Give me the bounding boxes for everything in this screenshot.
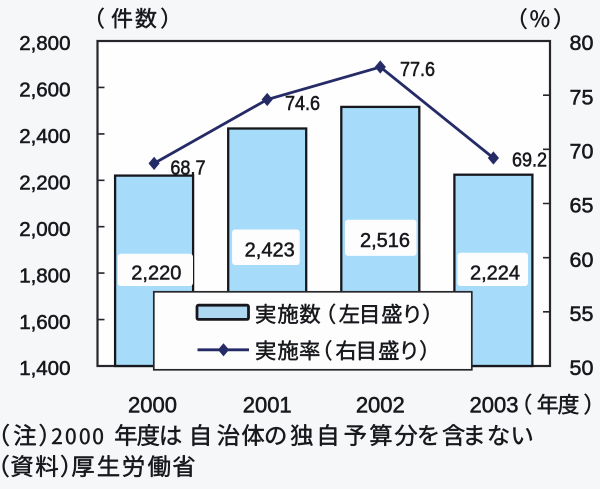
svg-text:65: 65 — [570, 194, 594, 218]
svg-text:2003: 2003 — [470, 393, 519, 418]
svg-text:50: 50 — [570, 356, 594, 380]
svg-text:2,423: 2,423 — [245, 239, 295, 261]
svg-text:2,220: 2,220 — [131, 262, 181, 284]
svg-text:2001: 2001 — [243, 393, 292, 418]
svg-text:2,516: 2,516 — [360, 230, 410, 252]
svg-text:2,224: 2,224 — [470, 263, 520, 285]
svg-text:2,600: 2,600 — [19, 79, 70, 102]
svg-text:2,800: 2,800 — [19, 32, 70, 55]
svg-text:74.6: 74.6 — [285, 93, 320, 115]
svg-text:70: 70 — [570, 140, 594, 164]
svg-text:60: 60 — [570, 248, 594, 272]
svg-text:55: 55 — [570, 302, 594, 326]
svg-text:1,600: 1,600 — [19, 311, 70, 334]
svg-text:68.7: 68.7 — [170, 157, 205, 179]
svg-text:2,400: 2,400 — [19, 125, 70, 148]
svg-text:80: 80 — [570, 31, 594, 55]
svg-text:75: 75 — [570, 85, 594, 109]
svg-text:1,800: 1,800 — [19, 264, 70, 287]
svg-text:2002: 2002 — [356, 393, 405, 418]
svg-text:69.2: 69.2 — [512, 150, 547, 172]
svg-text:2,000: 2,000 — [19, 218, 70, 241]
svg-text:2000: 2000 — [128, 393, 177, 418]
svg-text:2,200: 2,200 — [19, 172, 70, 195]
svg-text:77.6: 77.6 — [400, 59, 435, 81]
svg-text:1,400: 1,400 — [19, 357, 70, 380]
